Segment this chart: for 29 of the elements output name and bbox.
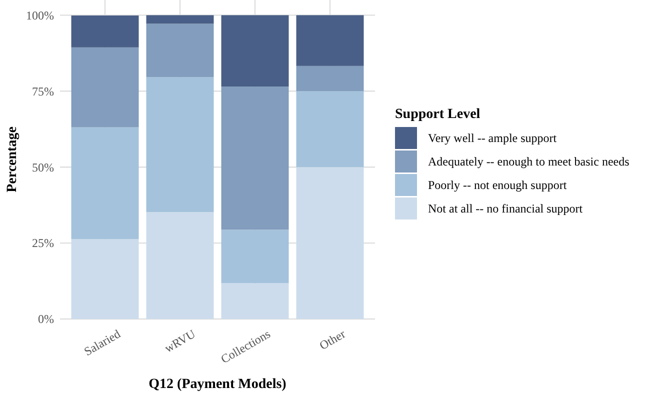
x-axis-title: Q12 (Payment Models) <box>148 377 287 392</box>
bar <box>146 15 214 24</box>
bar <box>221 230 289 284</box>
bar <box>296 91 364 168</box>
bar <box>71 127 139 240</box>
bar <box>296 15 364 66</box>
bar <box>146 212 214 319</box>
bar <box>146 24 214 78</box>
bar <box>221 15 289 87</box>
legend-label: Adequately -- enough to meet basic needs <box>428 154 630 169</box>
bar <box>296 66 364 92</box>
y-tick-label: 0% <box>38 312 54 326</box>
bar <box>71 15 139 48</box>
bar <box>221 283 289 319</box>
y-tick-label: 100% <box>26 8 54 22</box>
bar <box>221 86 289 230</box>
bar <box>71 239 139 319</box>
legend-label: Not at all -- no financial support <box>428 202 584 216</box>
y-tick-label: 75% <box>32 84 54 98</box>
bar <box>71 47 139 128</box>
y-axis-title: Percentage <box>5 126 20 192</box>
bar <box>296 167 364 319</box>
y-tick-label: 50% <box>32 160 54 174</box>
bar <box>146 77 214 212</box>
legend-title: Support Level <box>395 107 480 122</box>
legend-label: Very well -- ample support <box>428 131 558 146</box>
legend-label: Poorly -- not enough support <box>428 178 568 192</box>
x-tick-label: Other <box>317 326 348 353</box>
y-tick-label: 25% <box>32 236 54 250</box>
